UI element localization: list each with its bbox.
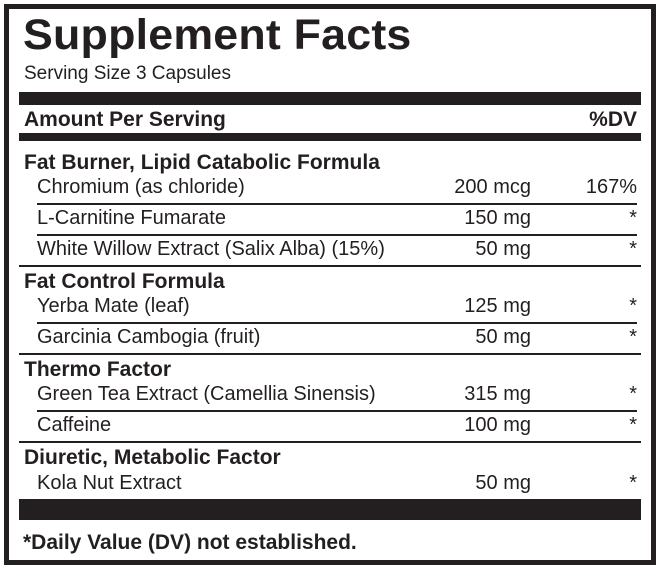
ingredient-dv: * bbox=[629, 472, 637, 494]
footnote: *Daily Value (DV) not established. bbox=[23, 531, 357, 554]
serving-size: Serving Size 3 Capsules bbox=[24, 63, 231, 84]
ingredient-name: L-Carnitine Fumarate bbox=[37, 207, 226, 229]
bottom-thick-rule bbox=[19, 499, 641, 520]
row-divider bbox=[37, 322, 637, 324]
ingredient-name: White Willow Extract (Salix Alba) (15%) bbox=[37, 238, 385, 260]
ingredient-dv: * bbox=[629, 383, 637, 405]
ingredient-amount: 50 mg bbox=[475, 238, 531, 260]
ingredient-amount: 150 mg bbox=[464, 207, 531, 229]
dv-column-label: %DV bbox=[589, 108, 637, 131]
section-divider bbox=[19, 441, 641, 443]
panel-title: Supplement Facts bbox=[23, 11, 412, 59]
ingredient-name: Green Tea Extract (Camellia Sinensis) bbox=[37, 383, 376, 405]
ingredient-row: Caffeine 100 mg * bbox=[37, 415, 637, 443]
ingredient-dv: * bbox=[629, 295, 637, 317]
row-divider bbox=[37, 234, 637, 236]
ingredient-dv: * bbox=[629, 326, 637, 348]
row-divider bbox=[37, 203, 637, 205]
ingredient-amount: 315 mg bbox=[464, 383, 531, 405]
ingredient-amount: 50 mg bbox=[475, 472, 531, 494]
section-heading: Fat Control Formula bbox=[24, 270, 225, 293]
section-heading: Thermo Factor bbox=[24, 358, 172, 381]
ingredient-dv: * bbox=[629, 238, 637, 260]
ingredient-row: White Willow Extract (Salix Alba) (15%) … bbox=[37, 239, 637, 267]
ingredient-amount: 200 mcg bbox=[454, 176, 531, 198]
ingredient-amount: 100 mg bbox=[464, 414, 531, 436]
top-thick-rule bbox=[19, 92, 641, 105]
amount-per-serving-header: Amount Per Serving %DV bbox=[24, 107, 637, 133]
supplement-facts-panel: Supplement Facts Serving Size 3 Capsules… bbox=[4, 4, 656, 565]
ingredient-name: Kola Nut Extract bbox=[37, 472, 182, 494]
header-rule bbox=[19, 133, 641, 141]
section-heading: Diuretic, Metabolic Factor bbox=[24, 446, 281, 469]
section-divider bbox=[19, 353, 641, 355]
amount-per-serving-label: Amount Per Serving bbox=[24, 108, 226, 131]
section-heading: Fat Burner, Lipid Catabolic Formula bbox=[24, 151, 380, 174]
ingredient-row: Chromium (as chloride) 200 mcg 167% bbox=[37, 177, 637, 205]
ingredient-dv: * bbox=[629, 414, 637, 436]
ingredient-name: Yerba Mate (leaf) bbox=[37, 295, 190, 317]
section-divider bbox=[19, 265, 641, 267]
ingredient-name: Garcinia Cambogia (fruit) bbox=[37, 326, 261, 348]
ingredient-row: Garcinia Cambogia (fruit) 50 mg * bbox=[37, 327, 637, 355]
ingredient-row: L-Carnitine Fumarate 150 mg * bbox=[37, 208, 637, 236]
ingredient-dv: * bbox=[629, 207, 637, 229]
ingredient-name: Caffeine bbox=[37, 414, 112, 436]
ingredient-row: Yerba Mate (leaf) 125 mg * bbox=[37, 296, 637, 324]
ingredient-name: Chromium (as chloride) bbox=[37, 176, 245, 198]
ingredient-amount: 125 mg bbox=[464, 295, 531, 317]
ingredient-dv: 167% bbox=[585, 176, 637, 198]
ingredient-row: Green Tea Extract (Camellia Sinensis) 31… bbox=[37, 384, 637, 412]
ingredient-row: Kola Nut Extract 50 mg * bbox=[37, 473, 637, 501]
ingredient-amount: 50 mg bbox=[475, 326, 531, 348]
row-divider bbox=[37, 410, 637, 412]
